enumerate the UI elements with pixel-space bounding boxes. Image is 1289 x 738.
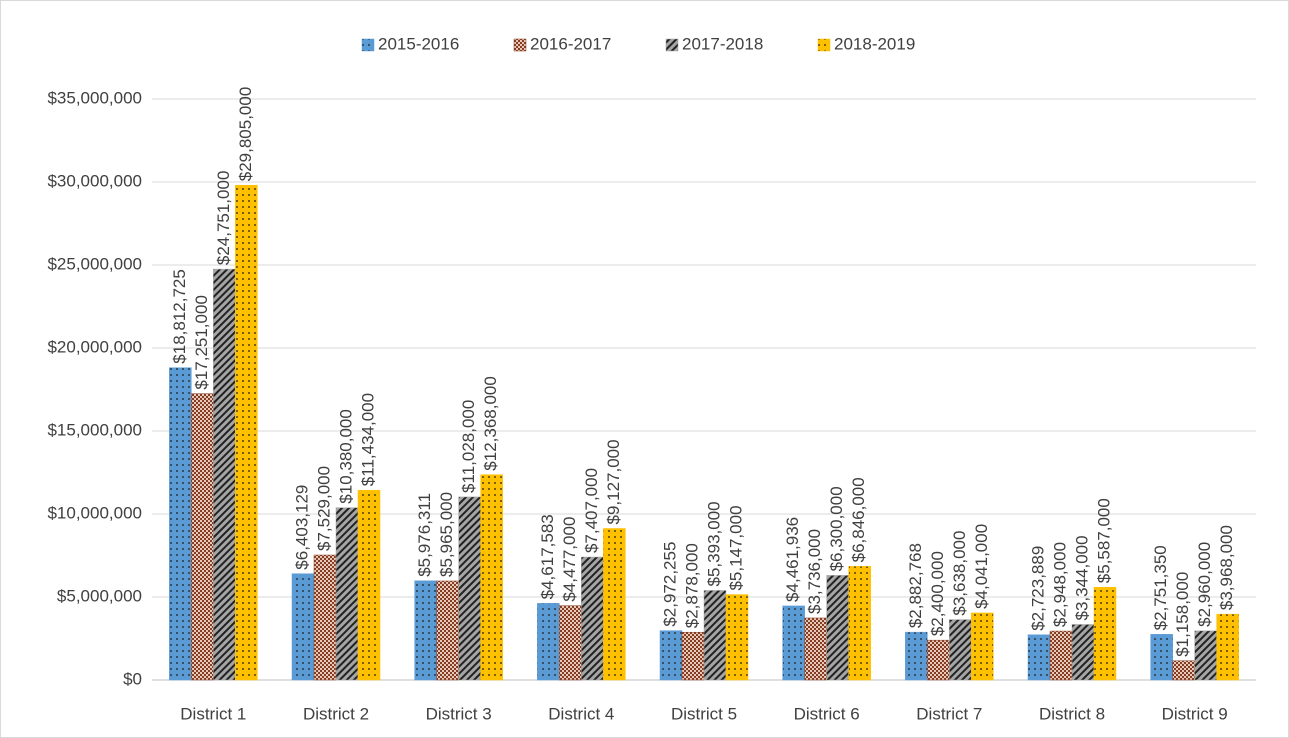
value-label: $12,368,000	[481, 376, 500, 471]
x-tick-label: District 6	[794, 704, 860, 723]
bar	[191, 393, 214, 681]
value-label: $24,751,000	[214, 171, 233, 266]
value-label: $4,617,583	[538, 514, 557, 599]
value-label: $6,403,129	[292, 485, 311, 570]
value-label: $3,736,000	[805, 529, 824, 614]
bar	[659, 630, 683, 681]
x-tick-label: District 2	[303, 704, 369, 723]
bar	[559, 605, 582, 681]
x-tick-label: District 7	[916, 704, 982, 723]
value-label: $2,723,889	[1028, 546, 1047, 631]
bar	[971, 612, 994, 681]
value-label: $3,344,000	[1072, 535, 1091, 620]
value-label: $2,878,000	[682, 543, 701, 628]
value-label: $3,968,000	[1217, 525, 1236, 610]
legend-swatch	[513, 38, 527, 52]
bar	[703, 590, 727, 681]
bar	[537, 603, 560, 681]
y-tick-label: $20,000,000	[47, 337, 142, 356]
value-label: $6,846,000	[849, 477, 868, 562]
value-label: $1,158,000	[1173, 572, 1192, 657]
value-label: $4,477,000	[560, 517, 579, 602]
x-tick-label: District 5	[671, 704, 737, 723]
value-label: $5,393,000	[704, 501, 723, 586]
bar	[357, 489, 381, 681]
value-label: $5,976,311	[415, 493, 434, 577]
bar	[1194, 630, 1217, 681]
value-label: $5,965,000	[437, 492, 456, 577]
value-label: $4,461,936	[783, 517, 802, 602]
bar	[905, 631, 928, 681]
y-tick-label: $15,000,000	[47, 420, 142, 439]
bar	[235, 184, 258, 681]
value-label: $10,380,000	[336, 409, 355, 504]
legend-swatch	[361, 38, 375, 52]
bar	[313, 554, 337, 681]
value-label: $4,041,000	[972, 524, 991, 609]
y-tick-label: $5,000,000	[57, 586, 142, 605]
bar	[436, 580, 459, 681]
bar	[1216, 613, 1239, 681]
value-label: $2,948,000	[1050, 542, 1069, 627]
y-tick-label: $35,000,000	[47, 88, 142, 107]
bar	[603, 528, 626, 681]
value-label: $11,434,000	[358, 393, 377, 486]
legend-swatch	[665, 38, 679, 52]
bar	[927, 639, 950, 681]
bar	[1071, 624, 1095, 681]
bar	[335, 507, 359, 681]
bar	[949, 619, 972, 681]
bar	[804, 617, 827, 681]
x-tick-label: District 8	[1039, 704, 1105, 723]
value-label: $2,751,350	[1151, 545, 1170, 630]
bar	[681, 631, 705, 681]
bar	[725, 594, 749, 681]
x-tick-label: District 9	[1162, 704, 1228, 723]
bar	[782, 605, 805, 681]
bar	[480, 474, 503, 681]
legend-swatch	[817, 38, 831, 52]
y-tick-label: $10,000,000	[47, 503, 142, 522]
value-label: $17,251,000	[192, 295, 211, 390]
bar	[169, 367, 192, 681]
value-label: $5,587,000	[1094, 498, 1113, 583]
value-label: $18,812,725	[170, 269, 189, 364]
legend-label: 2015-2016	[378, 34, 459, 53]
bar	[1172, 660, 1195, 681]
value-label: $2,400,000	[928, 551, 947, 636]
value-label: $29,805,000	[236, 87, 255, 182]
bar	[1150, 634, 1173, 681]
y-tick-label: $25,000,000	[47, 254, 142, 273]
value-label: $2,960,000	[1195, 542, 1214, 627]
value-label: $2,882,768	[906, 543, 925, 628]
value-label: $11,028,000	[459, 400, 478, 493]
legend-label: 2016-2017	[530, 34, 611, 53]
bar	[1027, 634, 1051, 681]
x-tick-label: District 1	[180, 704, 246, 723]
x-tick-label: District 4	[548, 704, 614, 723]
value-label: $6,300,000	[827, 486, 846, 571]
value-label: $9,127,000	[604, 439, 623, 524]
bar	[414, 580, 437, 681]
value-label: $3,638,000	[950, 531, 969, 616]
bar	[826, 575, 849, 681]
value-label: $5,147,000	[726, 505, 745, 590]
bar	[848, 566, 871, 681]
bar	[1093, 587, 1117, 681]
y-tick-label: $0	[123, 669, 142, 688]
bar	[291, 573, 315, 681]
value-label: $7,529,000	[314, 466, 333, 551]
value-label: $2,972,255	[660, 542, 679, 627]
legend-label: 2017-2018	[682, 34, 763, 53]
y-tick-label: $30,000,000	[47, 171, 142, 190]
bar	[458, 496, 481, 681]
bar	[581, 556, 604, 681]
legend-label: 2018-2019	[834, 34, 915, 53]
bar	[213, 268, 236, 681]
value-label: $7,407,000	[582, 468, 601, 553]
x-tick-label: District 3	[426, 704, 492, 723]
bar	[1049, 630, 1073, 681]
